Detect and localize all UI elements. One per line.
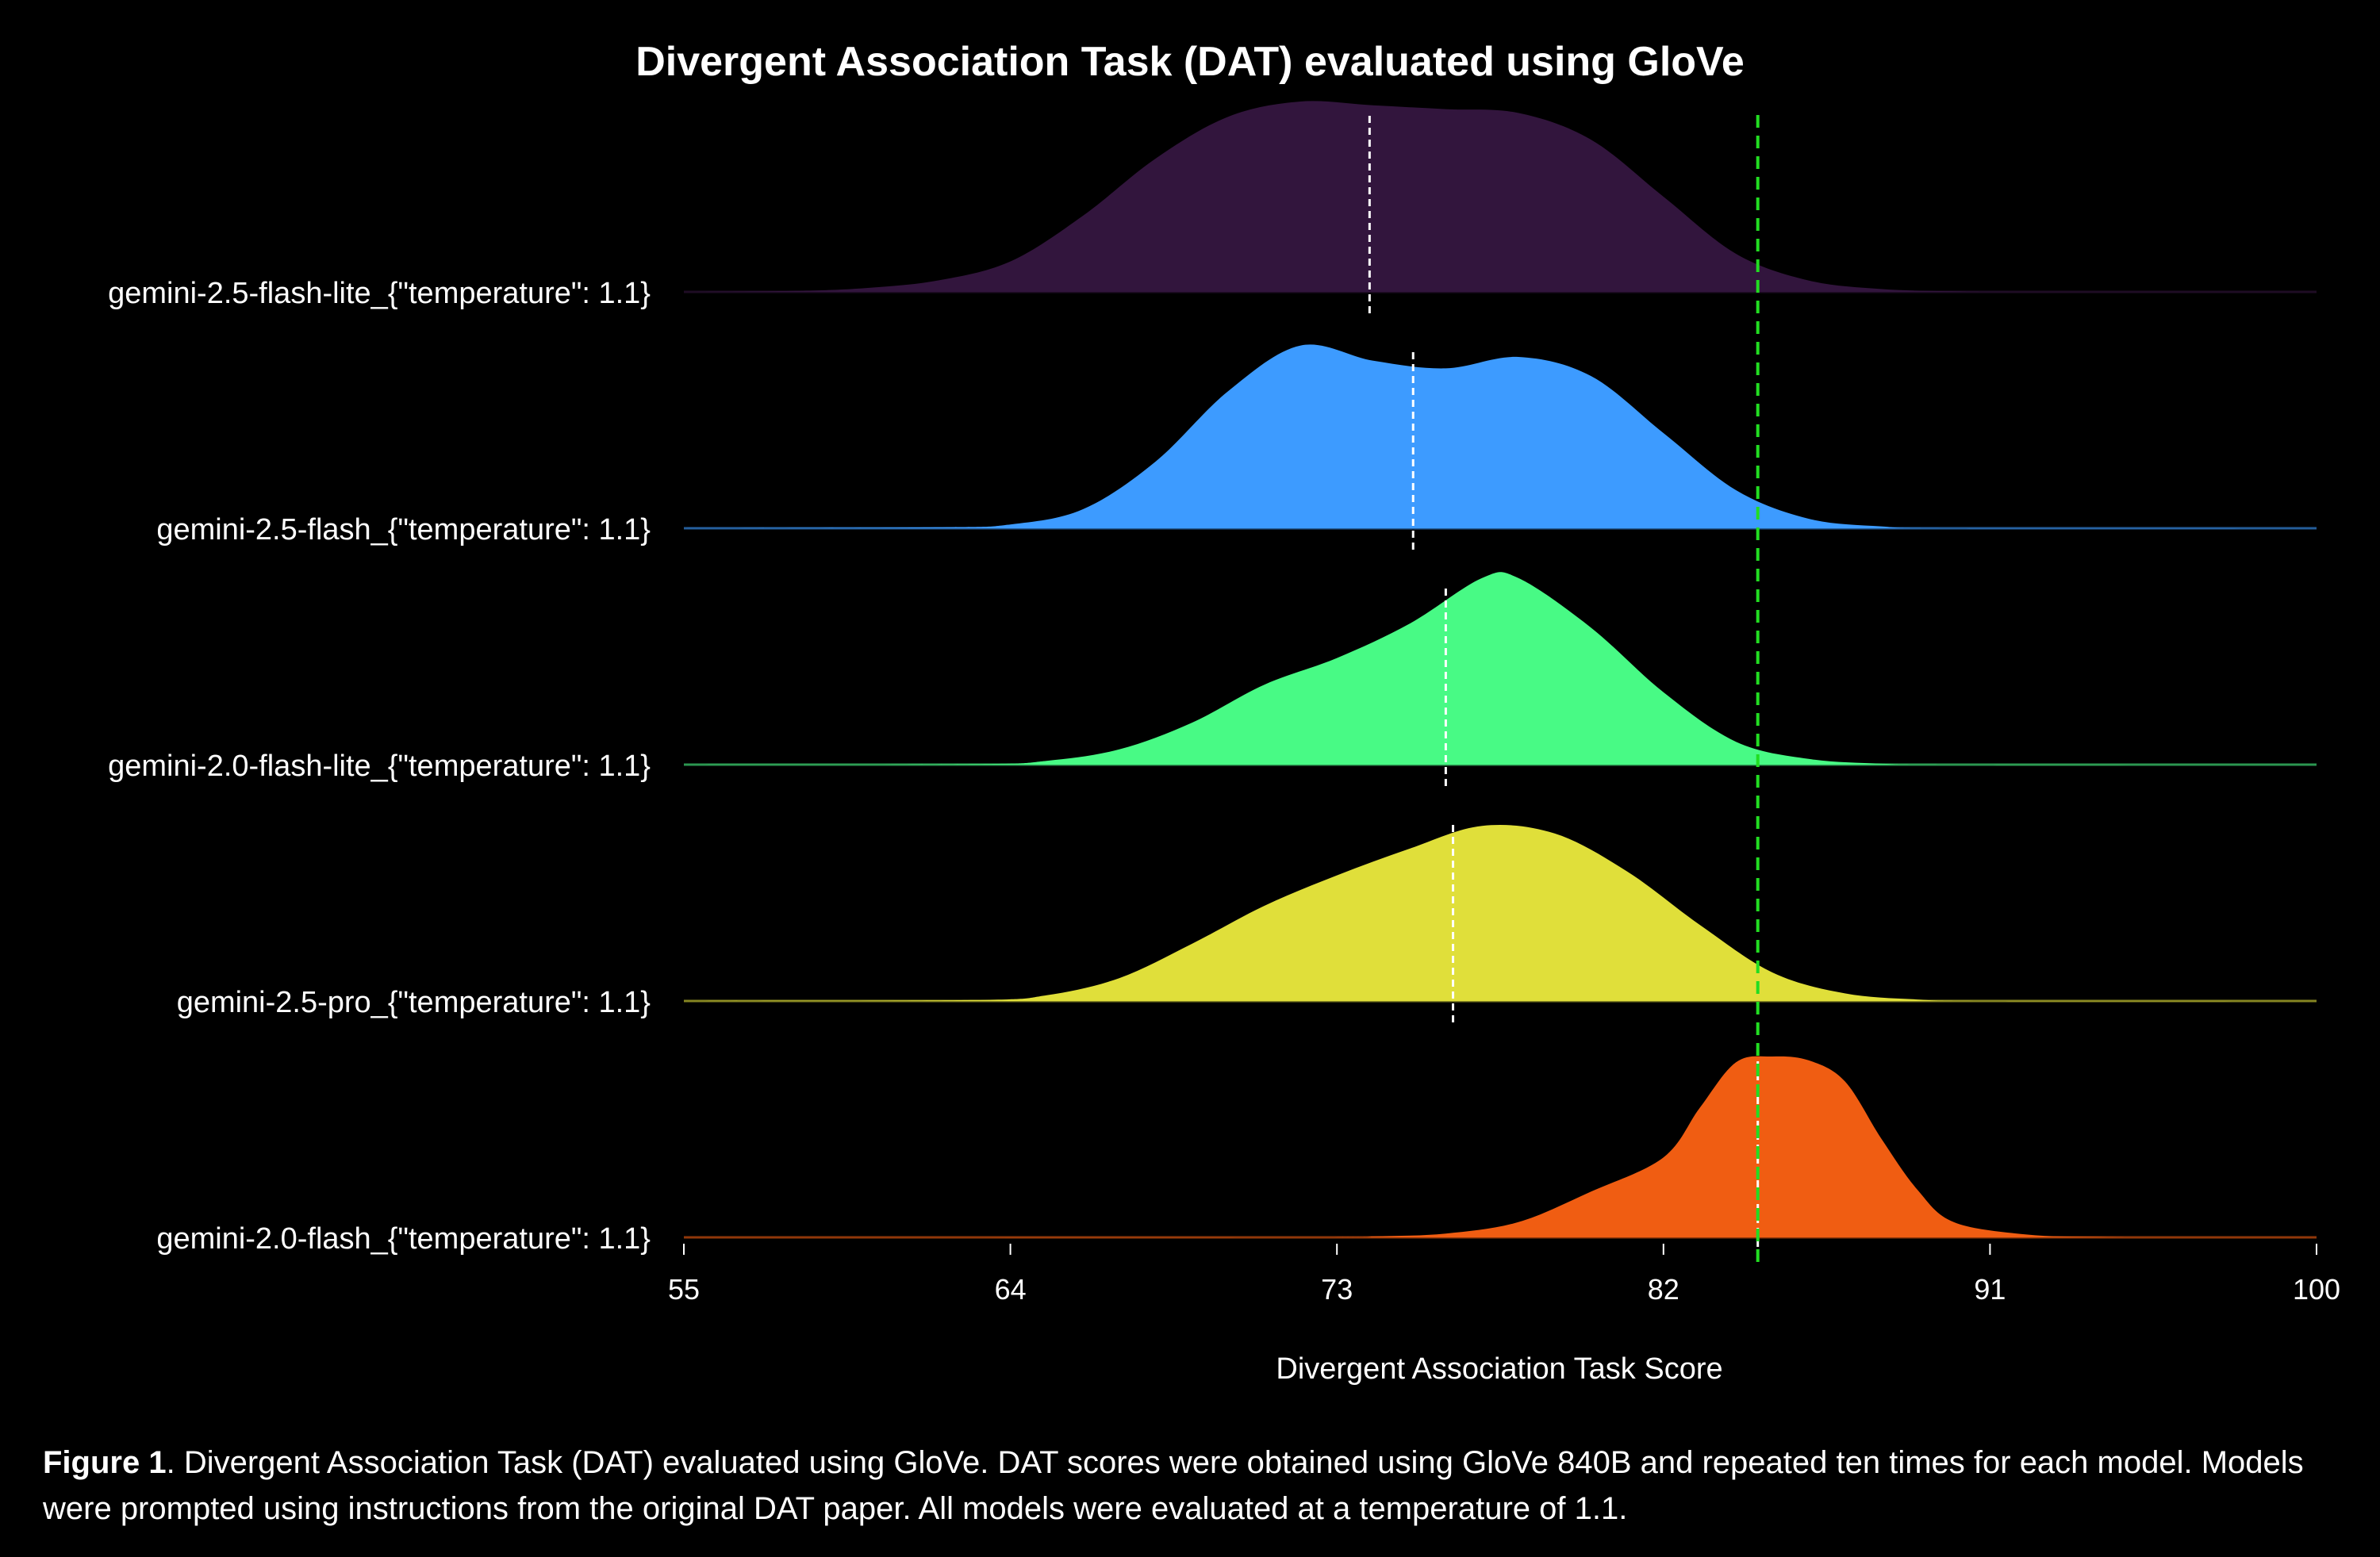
density-area: [684, 825, 2317, 1002]
x-axis: 55 64 73 82 91 100: [668, 1244, 2340, 1306]
x-tick-label: 100: [2293, 1273, 2340, 1306]
series-label: gemini-2.5-flash_{"temperature": 1.1}: [156, 513, 651, 546]
series-label: gemini-2.5-flash-lite_{"temperature": 1.…: [108, 277, 651, 310]
x-tick-label: 91: [1974, 1273, 2006, 1306]
density-area: [684, 1056, 2317, 1238]
ridge-gemini-2.5-flash-lite-temperature-1.1: gemini-2.5-flash-lite_{"temperature": 1.…: [108, 101, 2317, 317]
chart-title: Divergent Association Task (DAT) evaluat…: [635, 39, 1745, 85]
series-label: gemini-2.0-flash-lite_{"temperature": 1.…: [108, 750, 651, 783]
density-area: [684, 344, 2317, 529]
x-axis-label: Divergent Association Task Score: [1276, 1352, 1722, 1386]
ridges: gemini-2.5-flash-lite_{"temperature": 1.…: [108, 101, 2317, 1263]
ridge-gemini-2.0-flash-temperature-1.1: gemini-2.0-flash_{"temperature": 1.1}: [156, 1056, 2317, 1263]
ridge-gemini-2.5-flash-temperature-1.1: gemini-2.5-flash_{"temperature": 1.1}: [156, 344, 2317, 554]
density-area: [684, 101, 2317, 293]
ridge-gemini-2.0-flash-lite-temperature-1.1: gemini-2.0-flash-lite_{"temperature": 1.…: [108, 572, 2317, 790]
series-label: gemini-2.5-pro_{"temperature": 1.1}: [177, 986, 651, 1019]
series-label: gemini-2.0-flash_{"temperature": 1.1}: [156, 1222, 651, 1256]
caption-text: . Divergent Association Task (DAT) evalu…: [43, 1445, 2304, 1526]
x-tick-label: 55: [668, 1273, 700, 1306]
x-tick-label: 82: [1648, 1273, 1679, 1306]
density-area: [684, 572, 2317, 765]
ridge-gemini-2.5-pro-temperature-1.1: gemini-2.5-pro_{"temperature": 1.1}: [177, 825, 2317, 1026]
caption-label: Figure 1: [43, 1445, 167, 1480]
x-tick-label: 73: [1321, 1273, 1353, 1306]
ridgeline-chart: Divergent Association Task (DAT) evaluat…: [108, 39, 2340, 1386]
x-tick-label: 64: [995, 1273, 1027, 1306]
figure-caption: Figure 1. Divergent Association Task (DA…: [43, 1440, 2344, 1532]
